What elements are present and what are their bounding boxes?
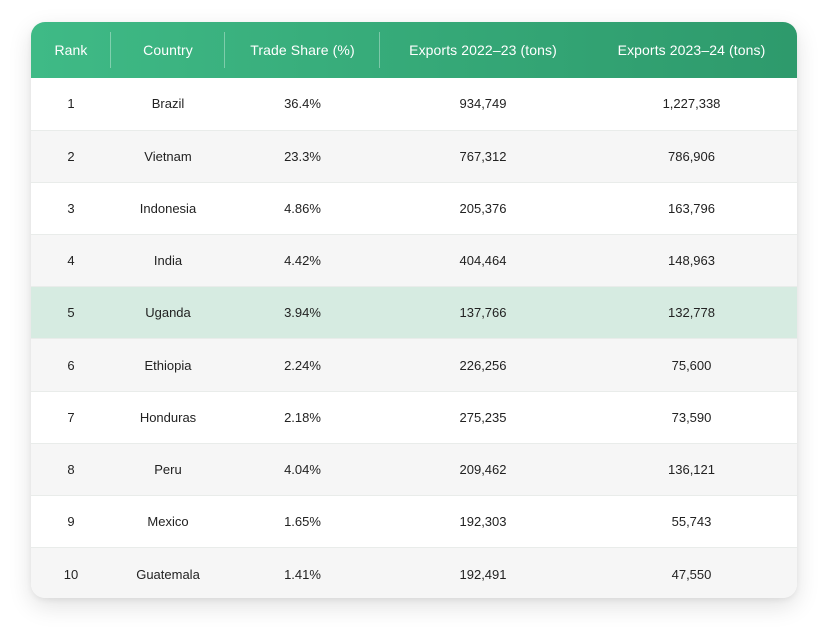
- trade-share-cell: 36.4%: [284, 96, 321, 112]
- table-row[interactable]: 4 India 4.42% 404,464 148,963: [31, 234, 797, 287]
- table-row[interactable]: 5 Uganda 3.94% 137,766 132,778: [31, 286, 797, 339]
- trade-share-cell: 4.04%: [284, 461, 321, 477]
- table-row[interactable]: 9 Mexico 1.65% 192,303 55,743: [31, 495, 797, 548]
- exports-2023-24-cell: 786,906: [668, 148, 715, 164]
- trade-share-cell: 2.24%: [284, 357, 321, 373]
- column-divider: [224, 32, 225, 68]
- rank-cell: 3: [67, 200, 75, 216]
- exports-2023-24-cell: 163,796: [668, 200, 715, 216]
- exports-2022-23-cell: 137,766: [459, 305, 507, 321]
- country-cell: Ethiopia: [144, 357, 192, 373]
- rank-cell: 2: [67, 148, 75, 164]
- header-trade-share-label: Trade Share (%): [250, 42, 355, 58]
- exports-2022-23-cell: 767,312: [459, 148, 507, 164]
- trade-share-cell: 4.86%: [284, 200, 321, 216]
- header-country-label: Country: [143, 42, 193, 58]
- table-body: 1 Brazil 36.4% 934,749 1,227,338 2 Vietnam 23.3…: [31, 78, 797, 598]
- exports-2022-23-cell: 192,303: [459, 514, 507, 530]
- header-exports-2022-23[interactable]: Exports 2022–23 (tons): [380, 22, 586, 78]
- country-cell: Guatemala: [136, 566, 200, 582]
- header-rank-label: Rank: [54, 42, 88, 58]
- exports-2022-23-cell: 226,256: [459, 357, 507, 373]
- coffee-exports-table: Rank Country Trade Share (%) Exports 202…: [31, 22, 797, 598]
- column-divider: [379, 32, 380, 68]
- trade-share-cell: 1.65%: [284, 514, 321, 530]
- header-trade-share[interactable]: Trade Share (%): [225, 22, 380, 78]
- table-row[interactable]: 10 Guatemala 1.41% 192,491 47,550: [31, 547, 797, 598]
- header-exports-2022-23-label: Exports 2022–23 (tons): [409, 42, 557, 58]
- rank-cell: 8: [67, 461, 75, 477]
- header-exports-2023-24-label: Exports 2023–24 (tons): [617, 42, 766, 58]
- table-row[interactable]: 3 Indonesia 4.86% 205,376 163,796: [31, 182, 797, 235]
- trade-share-cell: 1.41%: [284, 566, 321, 582]
- header-row: Rank Country Trade Share (%) Exports 202…: [31, 22, 797, 78]
- trade-share-cell: 4.42%: [284, 253, 321, 269]
- exports-2022-23-cell: 209,462: [459, 461, 507, 477]
- exports-2023-24-cell: 73,590: [671, 409, 712, 425]
- country-cell: Vietnam: [144, 148, 192, 164]
- trade-share-cell: 2.18%: [284, 409, 321, 425]
- country-cell: Peru: [154, 461, 182, 477]
- table-row[interactable]: 2 Vietnam 23.3% 767,312 786,906: [31, 130, 797, 183]
- rank-cell: 7: [67, 409, 75, 425]
- country-cell: Mexico: [147, 514, 189, 530]
- exports-2023-24-cell: 1,227,338: [662, 96, 721, 112]
- exports-2022-23-cell: 205,376: [459, 200, 507, 216]
- header-country[interactable]: Country: [111, 22, 225, 78]
- country-cell: Brazil: [151, 96, 185, 112]
- rank-cell: 9: [67, 514, 75, 530]
- header-rank[interactable]: Rank: [31, 22, 111, 78]
- trade-share-cell: 23.3%: [284, 148, 321, 164]
- exports-2022-23-cell: 934,749: [459, 96, 507, 112]
- country-cell: Honduras: [139, 409, 197, 425]
- table-row[interactable]: 6 Ethiopia 2.24% 226,256 75,600: [31, 338, 797, 392]
- exports-2023-24-cell: 47,550: [671, 566, 712, 582]
- rank-cell: 6: [67, 357, 75, 373]
- table-row[interactable]: 1 Brazil 36.4% 934,749 1,227,338: [31, 78, 797, 131]
- exports-2022-23-cell: 192,491: [459, 566, 507, 582]
- header-exports-2023-24[interactable]: Exports 2023–24 (tons): [586, 22, 797, 78]
- rank-cell: 1: [67, 96, 75, 112]
- table-row[interactable]: 7 Honduras 2.18% 275,235 73,590: [31, 391, 797, 444]
- exports-2022-23-cell: 404,464: [459, 253, 507, 269]
- country-cell: Indonesia: [139, 200, 197, 216]
- rank-cell: 5: [67, 305, 75, 321]
- trade-share-cell: 3.94%: [284, 305, 321, 321]
- data-table-card: Rank Country Trade Share (%) Exports 202…: [31, 22, 797, 598]
- table-row[interactable]: 8 Peru 4.04% 209,462 136,121: [31, 443, 797, 496]
- exports-2023-24-cell: 136,121: [668, 461, 715, 477]
- table-header: Rank Country Trade Share (%) Exports 202…: [31, 22, 797, 78]
- column-divider: [110, 32, 111, 68]
- exports-2023-24-cell: 55,743: [671, 514, 712, 530]
- exports-2023-24-cell: 148,963: [668, 253, 715, 269]
- exports-2023-24-cell: 75,600: [671, 357, 712, 373]
- country-cell: Uganda: [145, 305, 191, 321]
- rank-cell: 4: [67, 253, 75, 269]
- rank-cell: 10: [63, 566, 79, 582]
- exports-2022-23-cell: 275,235: [459, 409, 507, 425]
- exports-2023-24-cell: 132,778: [668, 305, 715, 321]
- country-cell: India: [153, 253, 183, 269]
